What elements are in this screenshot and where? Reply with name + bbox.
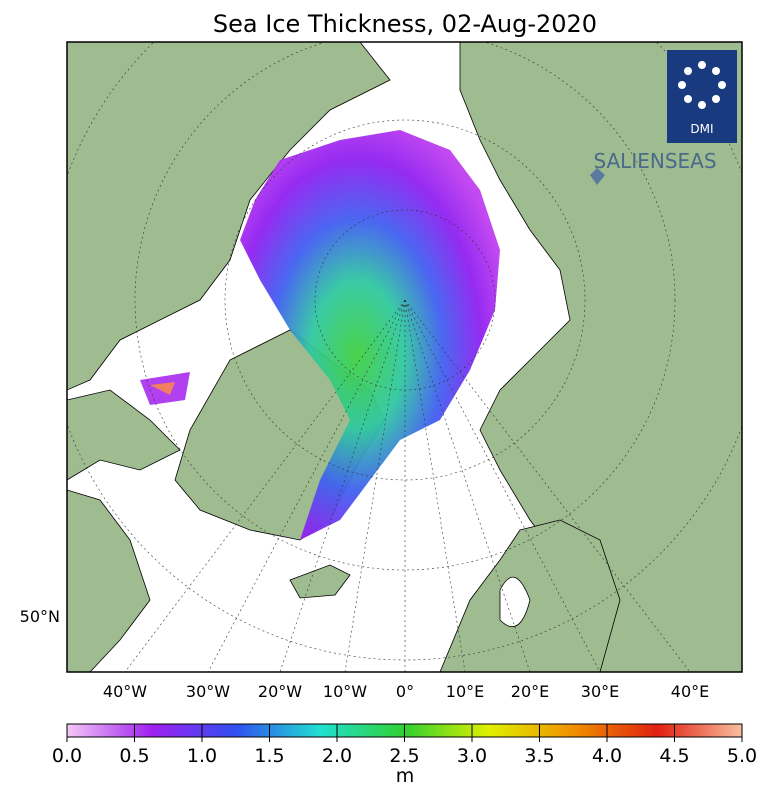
latitude-label: 50°N [20,607,60,626]
colorbar-unit: m [396,765,415,787]
longitude-label: 10°E [446,682,484,701]
colorbar-tick-label: 4.5 [659,745,689,767]
colorbar-tick-label: 4.0 [592,745,622,767]
colorbar-tick-label: 0.0 [52,745,82,767]
title: Sea Ice Thickness, 02-Aug-2020 [213,10,597,38]
longitude-label: 10°W [323,682,367,701]
longitude-label: 40°E [671,682,709,701]
colorbar-tick-label: 3.0 [457,745,487,767]
colorbar-tick-label: 5.0 [727,745,757,767]
colorbar-tick-label: 1.0 [187,745,217,767]
logo-text: DMI [690,122,713,136]
colorbar-tick-label: 0.5 [119,745,149,767]
longitude-label: 40°W [103,682,147,701]
partner-logo: SALIENSEAS [593,149,716,173]
longitude-label: 30°W [186,682,230,701]
colorbar-tick-label: 2.5 [389,745,419,767]
colorbar-tick-label: 3.5 [524,745,554,767]
longitude-label: 20°E [511,682,549,701]
map: DMI SALIENSEAS [67,42,742,672]
colorbar-tick-label: 2.0 [322,745,352,767]
longitude-label: 30°E [581,682,619,701]
colorbar-tick-label: 1.5 [254,745,284,767]
longitude-label: 0° [396,682,414,701]
longitude-label: 20°W [258,682,302,701]
